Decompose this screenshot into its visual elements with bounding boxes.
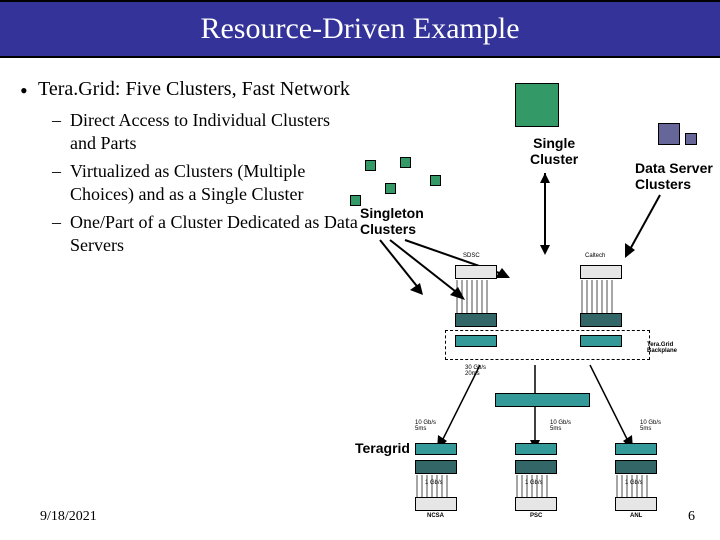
- slide-title: Resource-Driven Example: [200, 12, 519, 46]
- net-box-psc: [515, 497, 557, 511]
- label-1gbs-m: 1 Gb/s: [525, 480, 543, 486]
- label-backplane: Tera.Grid Backplane: [647, 342, 677, 354]
- bullet-sub-2: Virtualized as Clusters (Multiple Choice…: [20, 160, 360, 205]
- label-teragrid: Teragrid: [355, 440, 410, 456]
- net-caltech-label: Caltech: [585, 253, 605, 259]
- router-box: [580, 313, 622, 327]
- label-ten5-l: 10 Gb/s 5ms: [415, 420, 436, 432]
- label-1gbs-l: 1 Gb/s: [425, 480, 443, 486]
- label-ten5-r: 10 Gb/s 5ms: [640, 420, 661, 432]
- label-ncsa: NCSA: [427, 513, 444, 519]
- label-thirty: 30 Gb/s 20ms: [465, 365, 486, 377]
- bullet-main: Tera.Grid: Five Clusters, Fast Network: [20, 78, 350, 101]
- net-sdsc-label: SDSC: [463, 253, 480, 259]
- footer-date: 9/18/2021: [40, 509, 97, 525]
- bullet-sub-3: One/Part of a Cluster Dedicated as Data …: [20, 211, 360, 256]
- bullet-sub-1: Direct Access to Individual Clusters and…: [20, 109, 360, 154]
- switch-box: [455, 335, 497, 347]
- net-box-ncsa: [415, 497, 457, 511]
- net-box-anl: [615, 497, 657, 511]
- label-anl: ANL: [630, 513, 642, 519]
- footer-page: 6: [688, 509, 695, 525]
- switch-box: [415, 443, 457, 455]
- label-ten5-m: 10 Gb/s 5ms: [550, 420, 571, 432]
- backplane-bar: [495, 393, 590, 407]
- title-bar: Resource-Driven Example: [0, 0, 720, 58]
- router-box: [455, 313, 497, 327]
- switch-box: [515, 443, 557, 455]
- switch-box: [615, 443, 657, 455]
- label-1gbs-r: 1 Gb/s: [625, 480, 643, 486]
- switch-box: [580, 335, 622, 347]
- label-psc: PSC: [530, 513, 542, 519]
